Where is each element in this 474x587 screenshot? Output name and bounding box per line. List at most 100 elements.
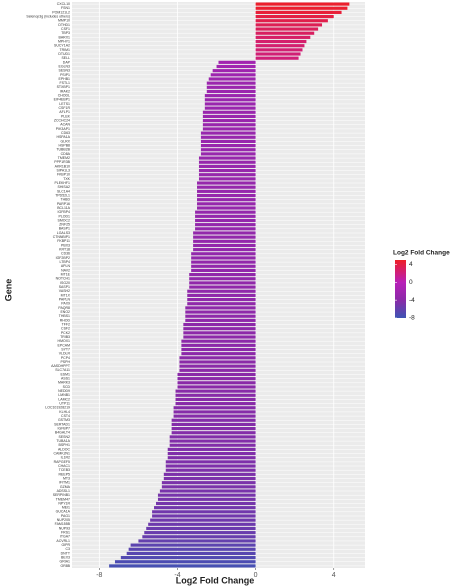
- y-tick-label: KRT18: [59, 248, 70, 252]
- y-tick-label: PLOD1: [59, 214, 71, 218]
- y-tick-label: TFF2: [62, 322, 70, 326]
- y-tick-label: TUBA1A: [56, 439, 70, 443]
- bar: [255, 48, 303, 52]
- y-tick-label: MT1E: [61, 273, 71, 277]
- bar: [200, 135, 256, 139]
- y-tick-label: NAV2: [61, 268, 70, 272]
- bar: [210, 73, 256, 77]
- y-tick-label: AFLP1: [59, 110, 70, 114]
- bar: [255, 35, 311, 39]
- bar: [202, 127, 256, 131]
- y-tick-label: PARP16: [57, 202, 70, 206]
- y-tick-label: LTBP4: [60, 260, 70, 264]
- bar: [183, 335, 256, 339]
- bar: [126, 551, 256, 556]
- bar: [204, 106, 256, 110]
- bar: [255, 56, 299, 60]
- bar: [189, 277, 256, 281]
- y-tick-label: TRIM1: [60, 48, 71, 52]
- y-tick-label: CSF2: [61, 327, 70, 331]
- y-tick-label: REEP5: [59, 472, 71, 476]
- y-tick-label: FKBP11: [57, 239, 70, 243]
- y-tick-label: NEDD9: [58, 389, 70, 393]
- bar: [191, 256, 256, 260]
- y-tick-label: EIF4EBP1: [54, 98, 70, 102]
- y-tick-label: ENO2: [60, 310, 70, 314]
- bar: [163, 472, 256, 476]
- bar: [185, 314, 256, 318]
- bar: [114, 560, 256, 564]
- bar: [171, 426, 256, 431]
- y-tick-label: THBS1: [59, 314, 70, 318]
- y-tick-label: EPHB1: [59, 77, 71, 81]
- bar: [177, 381, 256, 385]
- bar: [202, 110, 256, 114]
- y-tick-label: BCL11A: [57, 206, 70, 210]
- y-tick-label: CSF1R: [59, 106, 71, 110]
- bar: [200, 131, 256, 135]
- y-tick-label: DNTT: [61, 551, 71, 555]
- x-tick-label: -8: [96, 572, 102, 579]
- y-tick-label: MMP10: [58, 19, 70, 23]
- bar: [169, 435, 256, 439]
- bar: [191, 264, 256, 268]
- y-tick-label: IGFBP4: [58, 210, 71, 214]
- bar: [187, 297, 256, 302]
- bar: [189, 273, 256, 277]
- x-tick-label: 0: [254, 572, 258, 579]
- y-tick-label: ITGA7: [60, 535, 70, 539]
- bar: [189, 281, 256, 285]
- bar: [216, 64, 256, 69]
- legend-title: Log2 Fold Change: [393, 250, 450, 257]
- y-tick-label: MARK3: [58, 381, 70, 385]
- y-tick-label: SERTAD1: [54, 422, 70, 426]
- bar: [193, 248, 256, 252]
- y-tick-label: SUCY1A2: [54, 44, 70, 48]
- bar: [200, 148, 256, 152]
- y-tick-label: DTHD1: [58, 23, 70, 27]
- bar: [157, 493, 256, 497]
- y-tick-label: KLHL4: [59, 410, 70, 414]
- y-tick-label: MT1X: [61, 293, 71, 297]
- y-tick-label: RAPGEF5: [54, 460, 70, 464]
- bar: [161, 481, 256, 485]
- y-tick-label: SERPINB1: [53, 493, 70, 497]
- y-tick-label: SESN2: [59, 435, 71, 439]
- bar: [198, 160, 256, 164]
- bar: [171, 422, 256, 427]
- y-tick-label: LGALS3: [57, 231, 70, 235]
- bar: [255, 19, 328, 23]
- y-tick-label: HSPA1A: [56, 135, 70, 139]
- bar: [193, 231, 256, 235]
- y-tick-label: SELL: [61, 56, 70, 60]
- y-tick-label: GLRX: [60, 139, 70, 143]
- bar: [255, 39, 307, 44]
- bar: [202, 114, 256, 119]
- bar: [193, 235, 256, 239]
- bar: [148, 522, 256, 526]
- y-tick-label: MT3: [63, 476, 70, 480]
- bar: [167, 451, 256, 456]
- bar: [179, 364, 256, 368]
- bar: [208, 77, 256, 81]
- bar: [171, 431, 256, 435]
- bar: [206, 85, 256, 89]
- x-tick-label: -4: [174, 572, 180, 579]
- y-tick-label: GSTM3: [58, 418, 70, 422]
- y-tick-label: TUBB2B: [56, 148, 70, 152]
- y-tick-label: B4GALT4: [55, 431, 70, 435]
- y-tick-label: IL1R2: [61, 456, 70, 460]
- bar: [175, 397, 256, 402]
- bar: [154, 506, 256, 510]
- y-tick-label: TCEB3: [59, 468, 70, 472]
- y-tick-label: SHISA2: [58, 185, 71, 189]
- bar: [255, 31, 315, 35]
- y-tick-label: OR8B: [60, 564, 70, 568]
- bar: [181, 343, 256, 347]
- y-tick-label: STXBP1: [57, 85, 70, 89]
- y-tick-label: PIK3AP1: [56, 127, 70, 131]
- y-tick-label: MEI1: [62, 506, 70, 510]
- bar: [171, 418, 256, 422]
- y-tick-label: IGFBP7: [58, 427, 71, 431]
- y-tick-label: ESM1: [60, 372, 70, 376]
